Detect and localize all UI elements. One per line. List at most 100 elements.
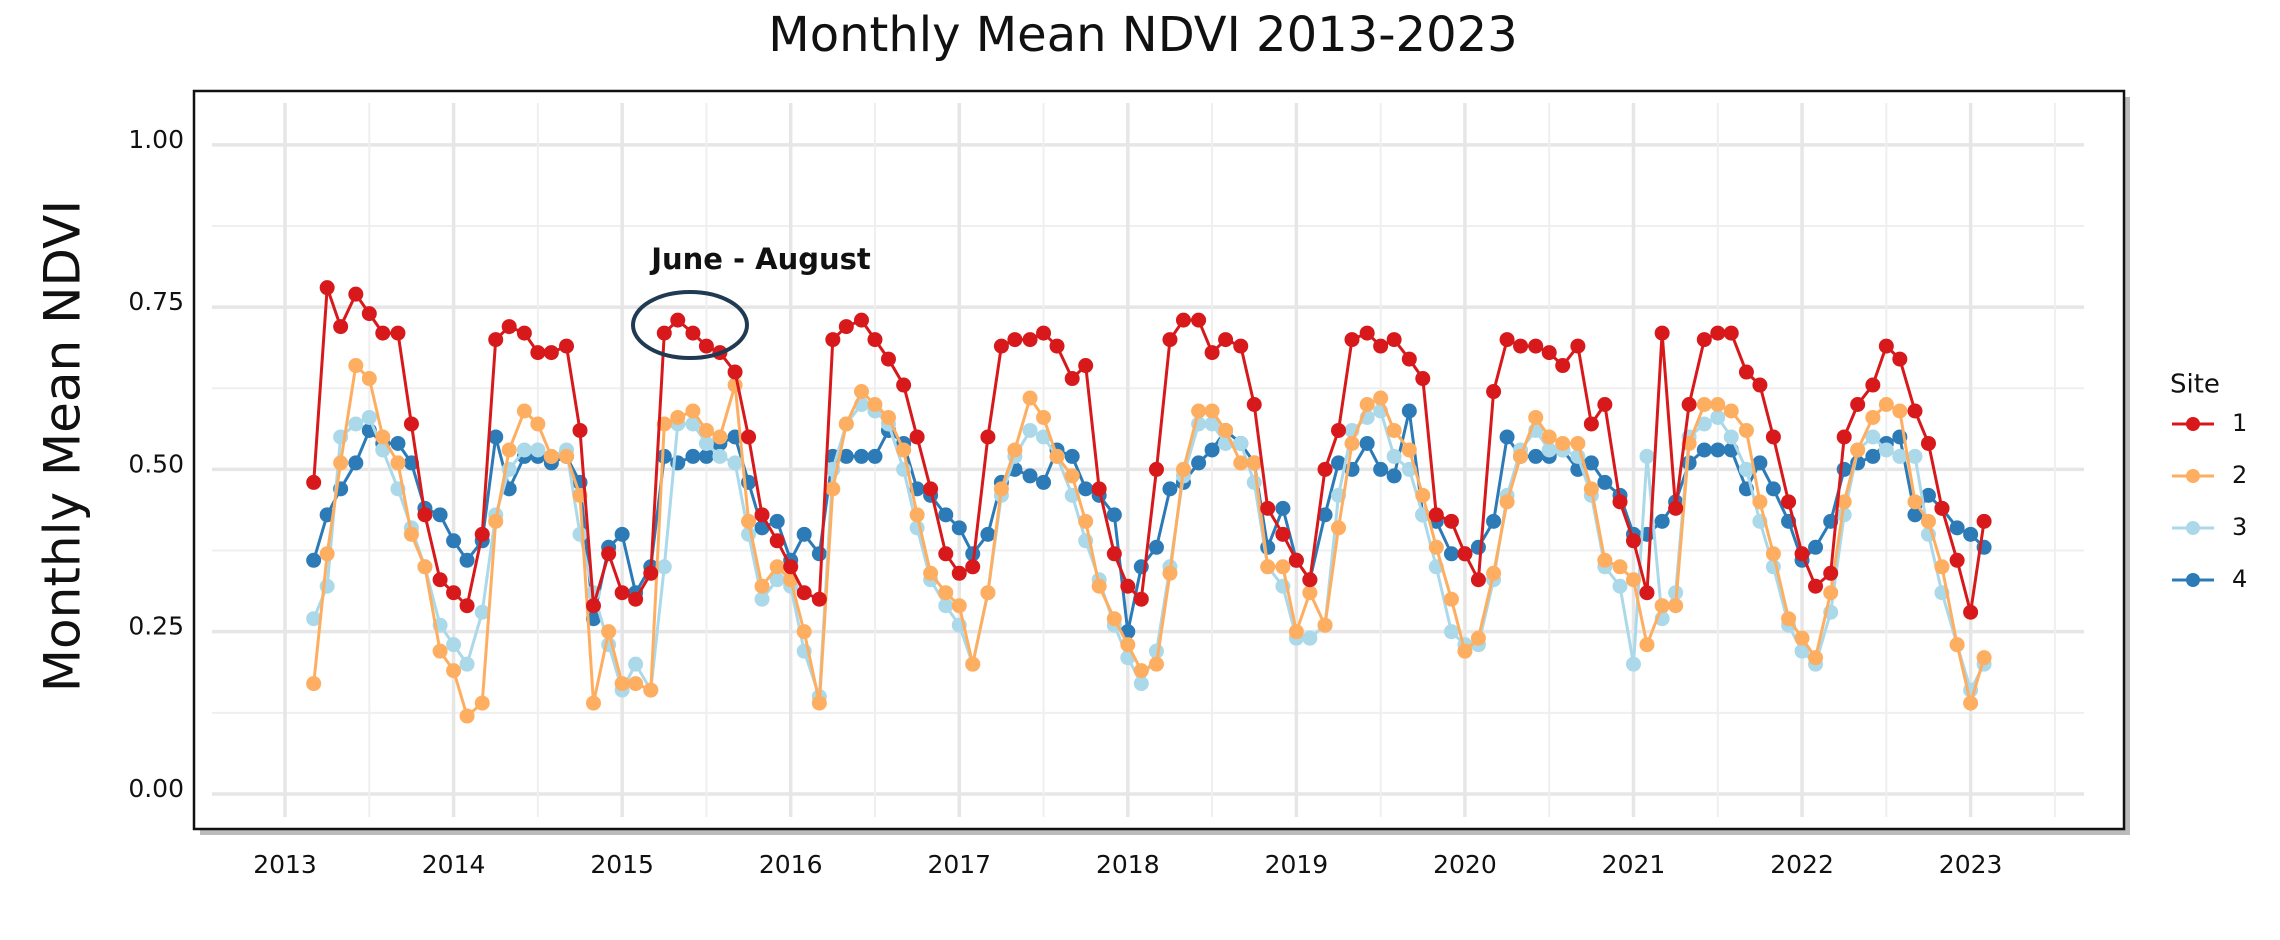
data-point: [319, 280, 335, 296]
data-point: [432, 507, 448, 523]
data-point: [1218, 332, 1234, 348]
data-point: [601, 624, 617, 640]
data-point: [1275, 526, 1291, 542]
data-point: [1949, 552, 1965, 568]
data-point: [1625, 572, 1641, 588]
data-point: [474, 695, 490, 711]
data-point: [1639, 448, 1655, 464]
data-point: [1541, 442, 1557, 458]
data-point: [1892, 403, 1908, 419]
data-point: [1317, 461, 1333, 477]
data-point: [1570, 435, 1586, 451]
data-point: [459, 656, 475, 672]
data-point: [559, 448, 575, 464]
x-tick-label: 2014: [422, 850, 486, 879]
data-point: [390, 455, 406, 471]
data-point: [1078, 481, 1094, 497]
y-tick-label: 0.75: [128, 287, 184, 316]
data-point: [1204, 345, 1220, 361]
data-point: [754, 578, 770, 594]
chart-title: Monthly Mean NDVI 2013-2023: [768, 7, 1517, 63]
data-point: [348, 455, 364, 471]
data-point: [1064, 371, 1080, 387]
data-point: [306, 611, 322, 627]
data-point: [1850, 397, 1866, 413]
data-point: [488, 513, 504, 529]
data-point: [1865, 448, 1881, 464]
data-point: [1555, 435, 1571, 451]
data-point: [1738, 364, 1754, 380]
data-point: [530, 442, 546, 458]
data-point: [1036, 474, 1052, 490]
data-point: [1710, 397, 1726, 413]
data-point: [938, 507, 954, 523]
data-point: [1162, 332, 1178, 348]
data-point: [530, 345, 546, 361]
y-tick-label: 0.25: [128, 612, 184, 641]
data-point: [628, 656, 644, 672]
x-tick-label: 2022: [1770, 850, 1834, 879]
data-point: [1499, 332, 1515, 348]
data-point: [685, 325, 701, 341]
data-point: [1443, 591, 1459, 607]
data-point: [1836, 461, 1852, 477]
data-point: [361, 409, 377, 425]
data-point: [614, 526, 630, 542]
data-point: [1133, 663, 1149, 679]
data-point: [572, 422, 588, 438]
data-point: [1049, 448, 1065, 464]
data-point: [1078, 358, 1094, 374]
data-point: [754, 507, 770, 523]
data-point: [1386, 422, 1402, 438]
data-point: [796, 624, 812, 640]
data-point: [614, 585, 630, 601]
data-point: [656, 559, 672, 575]
data-point: [1808, 539, 1824, 555]
data-point: [1415, 371, 1431, 387]
data-point: [1541, 345, 1557, 361]
data-point: [1681, 397, 1697, 413]
data-point: [909, 429, 925, 445]
data-point: [1344, 435, 1360, 451]
data-point: [825, 332, 841, 348]
legend-label: 4: [2232, 565, 2247, 593]
data-point: [1022, 332, 1038, 348]
data-point: [1612, 559, 1628, 575]
data-point: [1386, 332, 1402, 348]
data-point: [1373, 390, 1389, 406]
data-point: [1106, 507, 1122, 523]
data-point: [572, 526, 588, 542]
data-point: [938, 598, 954, 614]
data-point: [1106, 546, 1122, 562]
data-point: [811, 695, 827, 711]
data-point: [1288, 552, 1304, 568]
data-point: [1710, 442, 1726, 458]
data-point: [754, 591, 770, 607]
data-point: [306, 474, 322, 490]
data-point: [1106, 611, 1122, 627]
data-point: [1808, 650, 1824, 666]
data-point: [1934, 559, 1950, 575]
data-point: [1878, 338, 1894, 354]
data-point: [965, 656, 981, 672]
data-point: [417, 559, 433, 575]
data-point: [1597, 397, 1613, 413]
data-point: [1794, 630, 1810, 646]
data-point: [656, 448, 672, 464]
data-point: [333, 319, 349, 335]
data-point: [1428, 507, 1444, 523]
data-point: [1597, 474, 1613, 490]
data-point: [1443, 513, 1459, 529]
data-point: [459, 708, 475, 724]
data-point: [1260, 500, 1276, 516]
data-point: [1373, 338, 1389, 354]
data-point: [1499, 494, 1515, 510]
data-point: [1723, 429, 1739, 445]
data-point: [446, 663, 462, 679]
data-point: [1246, 397, 1262, 413]
data-point: [1260, 559, 1276, 575]
data-point: [1007, 442, 1023, 458]
data-point: [923, 481, 939, 497]
data-point: [1752, 455, 1768, 471]
data-point: [1513, 338, 1529, 354]
